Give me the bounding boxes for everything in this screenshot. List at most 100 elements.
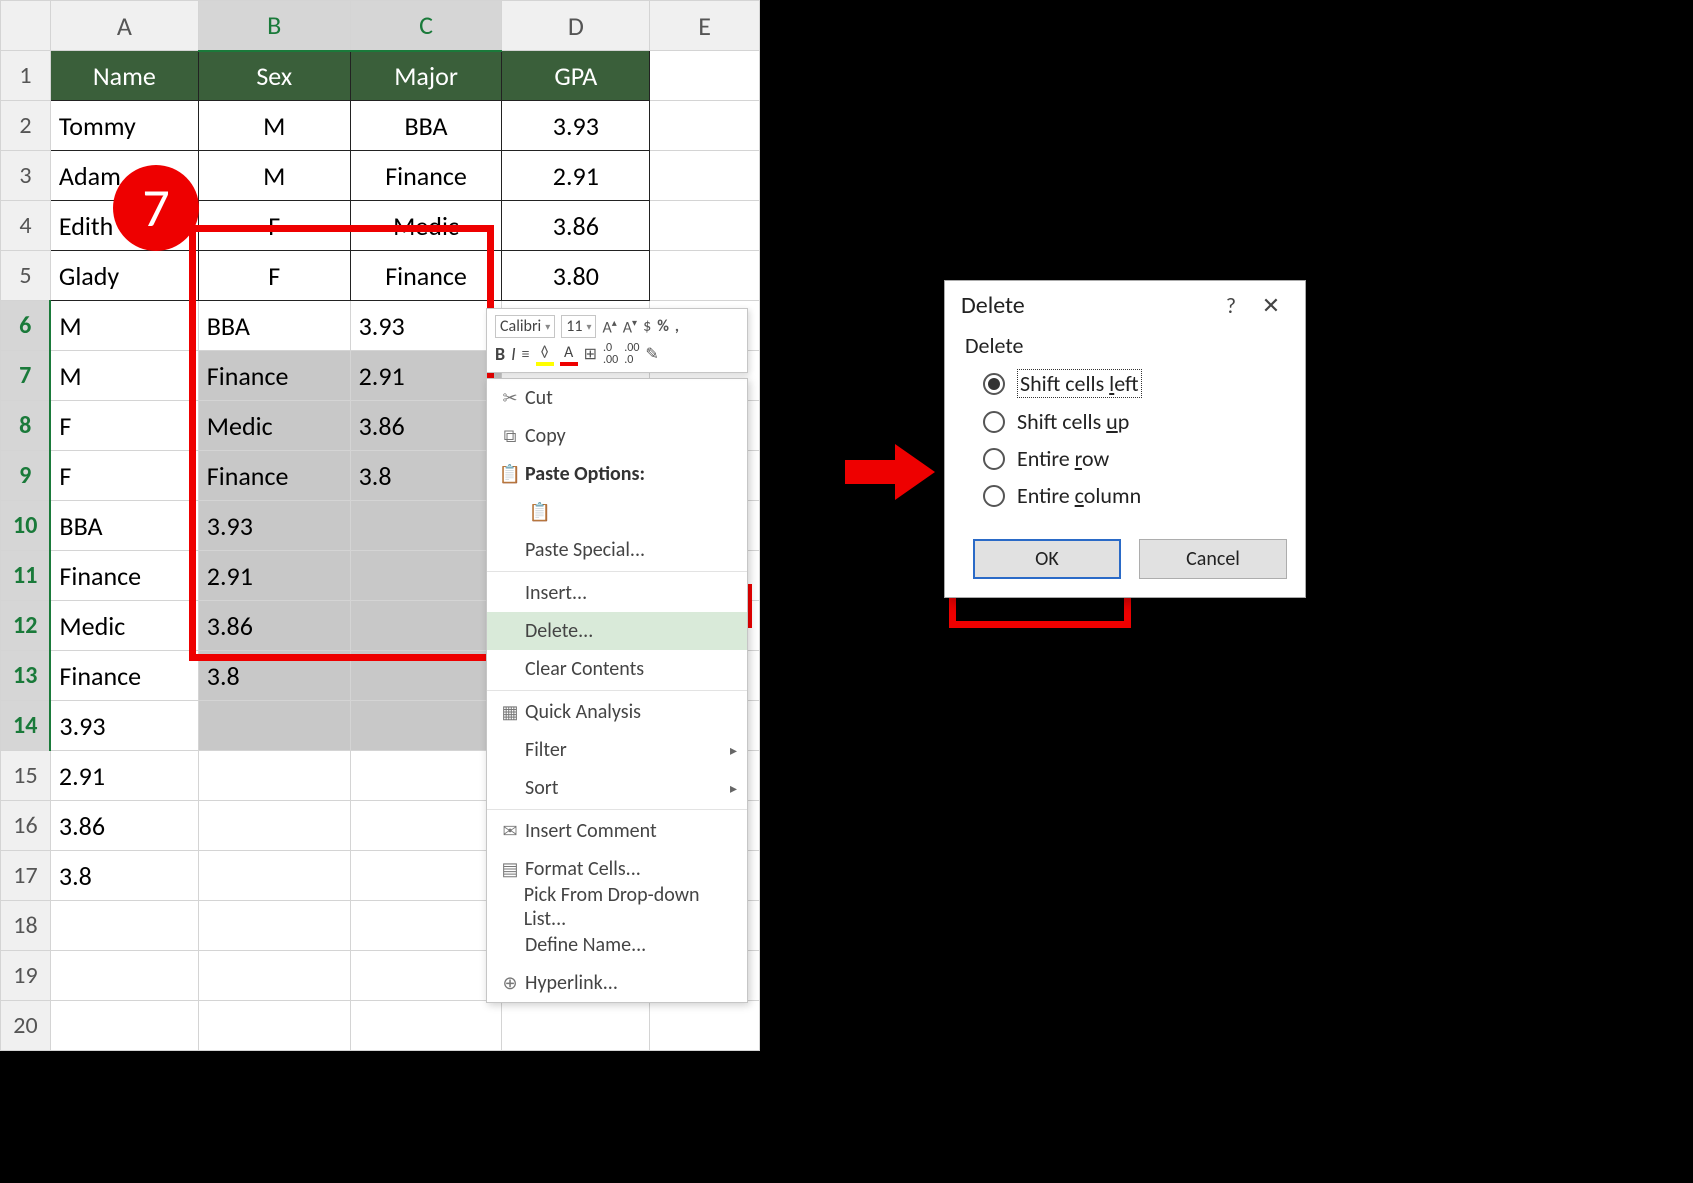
row-header[interactable]: 6 [1,301,51,351]
cell[interactable]: 2.91 [50,751,198,801]
cell[interactable] [650,101,760,151]
cell[interactable]: M [50,301,198,351]
cell[interactable]: 2.91 [350,351,502,401]
row-header[interactable]: 18 [1,901,51,951]
cell[interactable]: Finance [50,551,198,601]
ctx-define-name[interactable]: Define Name... [487,926,747,964]
ctx-quick-analysis[interactable]: ▦Quick Analysis [487,693,747,731]
row-header[interactable]: 10 [1,501,51,551]
percent-icon[interactable]: % [657,317,669,336]
cell[interactable] [198,901,350,951]
col-header-d[interactable]: D [502,1,650,51]
row-header[interactable]: 8 [1,401,51,451]
bold-button[interactable]: B [495,343,505,365]
cell[interactable] [198,801,350,851]
cell[interactable]: Finance [350,251,502,301]
row-header[interactable]: 13 [1,651,51,701]
increase-font-icon[interactable]: A▴ [602,316,616,337]
cell[interactable]: F [50,401,198,451]
cell[interactable]: Sex [198,51,350,101]
cell[interactable]: F [198,201,350,251]
cell[interactable] [350,651,502,701]
cell[interactable] [198,751,350,801]
ctx-insert[interactable]: Insert... [487,574,747,612]
col-header-e[interactable]: E [650,1,760,51]
radio-entire-column[interactable]: Entire column [983,482,1285,509]
cell[interactable] [350,951,502,1001]
format-painter-icon[interactable]: ✎ [645,344,658,364]
font-size-dropdown[interactable]: 11▾ [561,315,596,338]
cell[interactable] [650,151,760,201]
decrease-decimal-icon[interactable]: .00.0 [624,342,639,366]
cell[interactable] [502,1001,650,1051]
ctx-insert-comment[interactable]: ✉Insert Comment [487,812,747,850]
borders-icon[interactable]: ⊞ [584,344,597,364]
cancel-button[interactable]: Cancel [1139,539,1287,579]
cell[interactable]: Finance [198,451,350,501]
close-button[interactable]: ✕ [1251,292,1291,319]
ctx-pick-from-list[interactable]: Pick From Drop-down List... [487,888,747,926]
cell[interactable]: Glady [50,251,198,301]
radio-shift-left[interactable]: Shift cells left [983,369,1285,398]
cell[interactable]: Finance [350,151,502,201]
cell[interactable] [350,901,502,951]
ctx-sort[interactable]: Sort▸ [487,769,747,807]
cell[interactable]: 3.80 [502,251,650,301]
row-header[interactable]: 3 [1,151,51,201]
comma-icon[interactable]: , [675,317,679,336]
ctx-delete[interactable]: Delete... [487,612,747,650]
cell[interactable] [350,551,502,601]
ctx-copy[interactable]: ⧉Copy [487,417,747,455]
ctx-hyperlink[interactable]: ⊕Hyperlink... [487,964,747,1002]
cell[interactable]: F [198,251,350,301]
cell[interactable]: 3.8 [198,651,350,701]
cell[interactable] [350,751,502,801]
row-header[interactable]: 19 [1,951,51,1001]
row-header[interactable]: 16 [1,801,51,851]
cell[interactable]: 3.8 [50,851,198,901]
cell[interactable] [350,851,502,901]
row-header[interactable]: 14 [1,701,51,751]
help-button[interactable]: ? [1211,292,1251,319]
row-header[interactable]: 11 [1,551,51,601]
cell[interactable]: Medic [50,601,198,651]
cell[interactable]: 2.91 [502,151,650,201]
cell[interactable]: GPA [502,51,650,101]
ctx-clear-contents[interactable]: Clear Contents [487,650,747,688]
cell[interactable] [50,901,198,951]
currency-icon[interactable]: $ [643,317,651,336]
increase-decimal-icon[interactable]: .0.00 [603,342,618,366]
italic-button[interactable]: I [511,343,516,365]
radio-shift-up[interactable]: Shift cells up [983,408,1285,435]
ctx-filter[interactable]: Filter▸ [487,731,747,769]
cell[interactable]: 3.93 [502,101,650,151]
row-header[interactable]: 15 [1,751,51,801]
cell[interactable]: Name [50,51,198,101]
row-header[interactable]: 7 [1,351,51,401]
cell[interactable]: BBA [350,101,502,151]
radio-entire-row[interactable]: Entire row [983,445,1285,472]
cell[interactable]: 3.86 [350,401,502,451]
cell[interactable] [650,251,760,301]
cell[interactable] [350,501,502,551]
cell[interactable] [350,601,502,651]
cell[interactable]: Tommy [50,101,198,151]
cell[interactable]: BBA [50,501,198,551]
cell[interactable] [50,1001,198,1051]
cell[interactable] [350,1001,502,1051]
cell[interactable] [198,701,350,751]
cell[interactable]: 2.91 [198,551,350,601]
row-header[interactable]: 2 [1,101,51,151]
cell[interactable]: Medic [198,401,350,451]
font-color-button[interactable]: A [560,343,578,366]
ok-button[interactable]: OK [973,539,1121,579]
cell[interactable] [50,951,198,1001]
cell[interactable]: M [198,101,350,151]
col-header-a[interactable]: A [50,1,198,51]
cell[interactable]: 3.86 [50,801,198,851]
row-header[interactable]: 4 [1,201,51,251]
cell[interactable] [650,51,760,101]
col-header-c[interactable]: C [350,1,502,51]
ctx-cut[interactable]: ✂Cut [487,379,747,417]
row-header[interactable]: 9 [1,451,51,501]
